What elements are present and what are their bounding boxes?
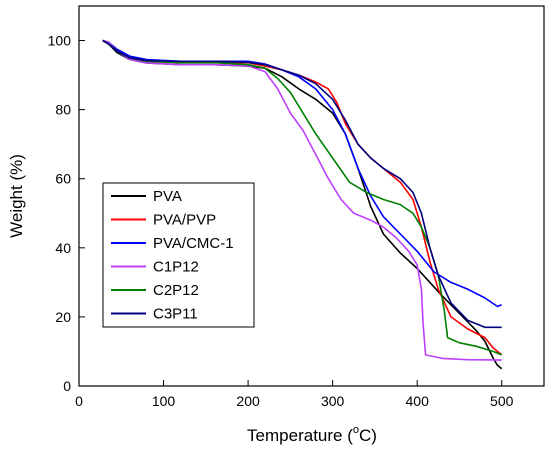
y-tick-label: 0	[63, 378, 71, 394]
legend-label-c1p12: C1P12	[153, 259, 199, 276]
y-tick-label: 40	[55, 240, 71, 256]
x-tick-label: 500	[490, 393, 514, 409]
y-axis-title: Weight (%)	[7, 154, 26, 238]
y-tick-label: 100	[48, 33, 72, 49]
legend-items: PVA PVA/PVP PVA/CMC-1 C1P12 C2P12 C3P11	[111, 188, 234, 323]
series-line-c1p12	[102, 39, 502, 361]
legend-label-pva-cmc-1: PVA/CMC-1	[153, 235, 234, 252]
legend: PVA PVA/PVP PVA/CMC-1 C1P12 C2P12 C3P11	[102, 182, 255, 328]
legend-label-c3p11: C3P11	[153, 306, 198, 323]
legend-box	[102, 182, 255, 328]
x-axis-title-main: Temperature (	[247, 426, 353, 445]
plot-frame	[78, 5, 545, 387]
x-axis-title: Temperature (oC)	[247, 424, 377, 445]
series-lines	[102, 39, 503, 370]
series-line-c3p11	[102, 39, 502, 329]
axis-ticks: 0 100 200 300 400 500 0 20 40 60 80 100	[48, 33, 514, 409]
y-tick-label: 60	[55, 171, 71, 187]
x-axis-title-end: C)	[359, 426, 377, 445]
y-tick-label: 20	[55, 309, 71, 325]
legend-label-pva-pvp: PVA/PVP	[153, 212, 216, 229]
x-axis-title-sup: o	[353, 424, 359, 436]
x-tick-label: 400	[406, 393, 430, 409]
legend-label-c2p12: C2P12	[153, 282, 199, 299]
y-tick-label: 80	[55, 102, 71, 118]
x-tick-label: 0	[75, 393, 83, 409]
x-tick-label: 100	[152, 393, 176, 409]
series-line-c2p12	[102, 39, 503, 356]
x-tick-label: 300	[321, 393, 345, 409]
x-tick-label: 200	[236, 393, 260, 409]
legend-label-pva: PVA	[153, 188, 182, 205]
series-line-pva-cmc-1	[102, 39, 503, 308]
